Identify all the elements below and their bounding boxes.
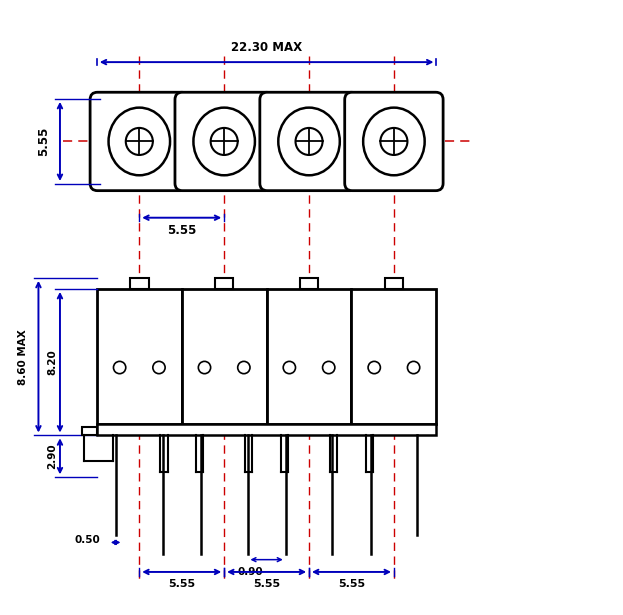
Text: 5.55: 5.55: [253, 579, 280, 589]
Bar: [130, 278, 148, 289]
Circle shape: [126, 128, 153, 155]
Ellipse shape: [193, 108, 255, 175]
Text: 8.20: 8.20: [47, 349, 57, 375]
FancyBboxPatch shape: [260, 92, 358, 191]
Circle shape: [238, 362, 250, 374]
Text: 0.50: 0.50: [74, 535, 100, 545]
Text: 5.55: 5.55: [37, 127, 50, 156]
Bar: [97, 424, 436, 435]
Bar: [267, 289, 351, 424]
FancyBboxPatch shape: [90, 92, 189, 191]
Circle shape: [153, 362, 165, 374]
Circle shape: [211, 128, 238, 155]
Circle shape: [113, 362, 126, 374]
Bar: [384, 278, 403, 289]
Circle shape: [368, 362, 381, 374]
Ellipse shape: [363, 108, 425, 175]
Bar: [351, 289, 436, 424]
Bar: [82, 427, 97, 435]
Text: 2.90: 2.90: [47, 443, 57, 469]
Text: 8.60 MAX: 8.60 MAX: [18, 329, 28, 384]
Text: 0.90: 0.90: [238, 567, 264, 577]
Bar: [182, 289, 267, 424]
Circle shape: [407, 362, 420, 374]
FancyBboxPatch shape: [345, 92, 443, 191]
Bar: [215, 278, 234, 289]
Circle shape: [295, 128, 323, 155]
Circle shape: [323, 362, 335, 374]
Ellipse shape: [278, 108, 340, 175]
Text: 22.30 MAX: 22.30 MAX: [231, 41, 302, 54]
Text: 5.55: 5.55: [167, 224, 196, 237]
Bar: [97, 289, 182, 424]
Ellipse shape: [108, 108, 170, 175]
FancyBboxPatch shape: [175, 92, 273, 191]
Text: 5.55: 5.55: [338, 579, 365, 589]
Circle shape: [283, 362, 295, 374]
Bar: [300, 278, 318, 289]
Circle shape: [381, 128, 407, 155]
Text: 5.55: 5.55: [168, 579, 195, 589]
Circle shape: [198, 362, 211, 374]
